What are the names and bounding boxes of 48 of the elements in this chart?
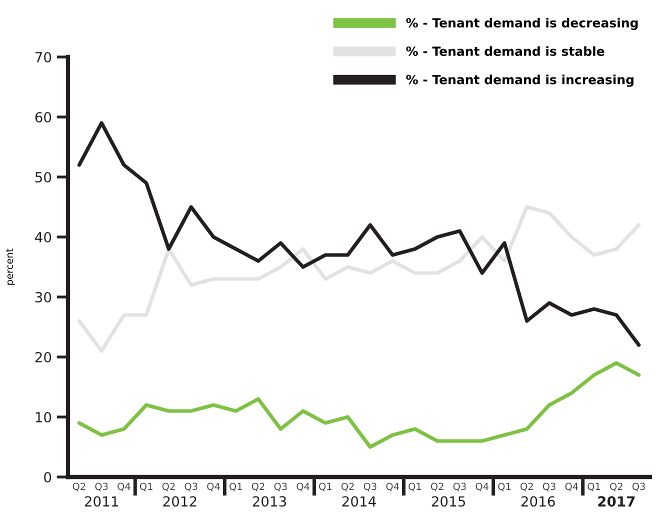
x-tick-label: Q4 xyxy=(476,482,488,492)
x-tick-label: Q3 xyxy=(184,482,198,492)
x-tick-label: Q3 xyxy=(364,482,376,492)
x-tick-label: Q3 xyxy=(274,482,287,492)
line-series xyxy=(77,205,641,353)
line-series xyxy=(77,361,641,449)
text: 2017 xyxy=(598,496,635,507)
x-tick-label: Q3 xyxy=(632,482,645,492)
text: 2012 xyxy=(163,496,196,507)
text: 2013 xyxy=(252,496,286,507)
y-tick-label: 60 xyxy=(35,112,52,122)
legend-label: % - Tenant demand is decreasing xyxy=(406,18,638,30)
legend-label: % - Tenant demand is increasing xyxy=(406,74,634,87)
x-tick-label: Q1 xyxy=(140,482,152,492)
x-tick-label: Q2 xyxy=(341,482,354,492)
x-tick-label: Q2 xyxy=(72,482,86,492)
x-tick-label: Q3 xyxy=(95,482,108,492)
y-tick-label: 50 xyxy=(35,172,52,182)
text: 2014 xyxy=(342,496,376,507)
x-tick-label: Q1 xyxy=(588,482,600,492)
x-tick-label: Q4 xyxy=(207,482,220,492)
x-tick-label: Q2 xyxy=(610,482,622,492)
x-tick-label: Q3 xyxy=(453,482,466,492)
x-tick-label: Q1 xyxy=(319,482,332,492)
x-tick-label: Q1 xyxy=(230,482,242,492)
text: 2016 xyxy=(521,496,555,507)
x-tick-label: Q4 xyxy=(118,482,130,492)
x-tick-label: Q3 xyxy=(542,482,556,492)
x-tick-label: Q4 xyxy=(386,482,399,492)
x-tick-label: Q2 xyxy=(520,482,533,492)
y-tick-label: 30 xyxy=(35,292,52,302)
y-tick-label: 10 xyxy=(36,412,52,422)
x-tick-label: Q4 xyxy=(565,482,578,492)
text: 2011 xyxy=(84,496,118,507)
x-tick-label: Q4 xyxy=(296,482,310,492)
y-axis-title: percent xyxy=(6,248,15,285)
x-tick-label: Q1 xyxy=(408,482,421,492)
y-tick-label: 0 xyxy=(44,472,52,482)
y-tick-label: 40 xyxy=(35,232,52,242)
y-tick-label: 20 xyxy=(35,352,52,362)
x-tick-label: Q2 xyxy=(430,482,444,492)
x-tick-label: Q1 xyxy=(498,482,511,492)
y-tick-label: 70 xyxy=(35,52,52,62)
legend-label: % - Tenant demand is stable xyxy=(406,46,604,56)
text: 2015 xyxy=(432,496,465,507)
line-series xyxy=(77,121,641,347)
x-tick-label: Q2 xyxy=(162,482,175,492)
x-tick-label: Q2 xyxy=(252,482,264,492)
